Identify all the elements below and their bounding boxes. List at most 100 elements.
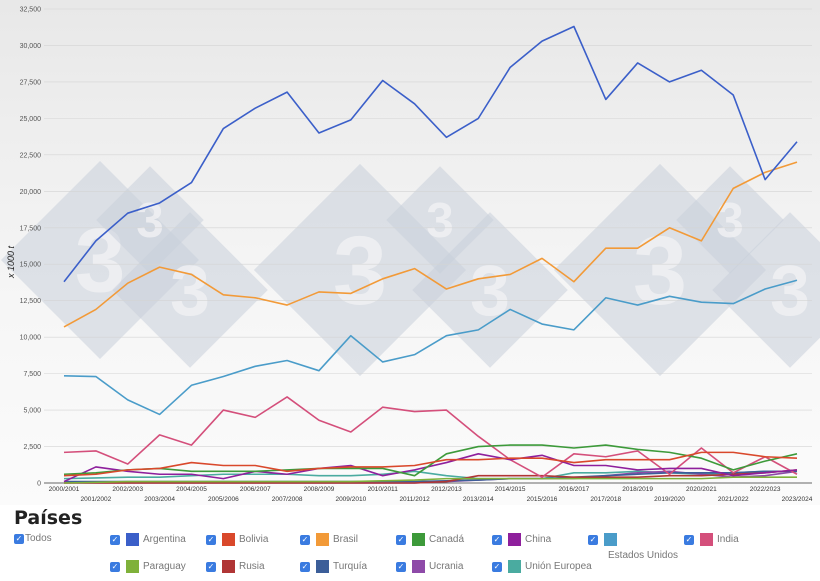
- y-tick-label: 0: [37, 481, 41, 488]
- series-line-rusia: [64, 469, 798, 484]
- y-tick-label: 30,000: [20, 43, 42, 50]
- x-tick-label: 2004/2005: [176, 486, 207, 493]
- series-line-estados-unidos: [63, 279, 798, 416]
- x-tick-label: 2017/2018: [590, 496, 621, 503]
- x-tick-label: 2014/2015: [495, 486, 526, 493]
- y-tick-label: 2,500: [23, 444, 41, 451]
- legend-label: Rusia: [239, 561, 265, 572]
- color-swatch: [222, 533, 235, 546]
- y-axis: 0 2,500 5,000 7,500 10,000 12,500 15,000 17,500…: [20, 7, 42, 488]
- x-tick-label: 2023/2024: [782, 496, 813, 503]
- x-tick-label: 2001/2002: [81, 496, 112, 503]
- x-tick-label: 2012/2013: [431, 486, 462, 493]
- legend-item[interactable]: ✓ Brasil: [300, 533, 358, 546]
- series-line-argentina: [63, 25, 798, 283]
- checkbox-checked-icon[interactable]: ✓: [206, 561, 216, 572]
- x-tick-label: 2007/2008: [272, 496, 303, 503]
- y-tick-label: 5,000: [23, 408, 41, 415]
- gridlines: [44, 8, 812, 484]
- x-tick-label: 2009/2010: [335, 496, 366, 503]
- checkbox-checked-icon[interactable]: ✓: [14, 533, 24, 544]
- legend-label: Brasil: [333, 534, 359, 545]
- y-tick-label: 25,000: [20, 116, 42, 123]
- y-tick-label: 10,000: [20, 335, 42, 342]
- legend-label: Argentina: [143, 534, 186, 545]
- series-line-paraguay: [63, 476, 797, 484]
- y-tick-label: 17,500: [20, 225, 42, 232]
- y-tick-label: 22,500: [20, 152, 42, 159]
- series-line-bolivia: [63, 451, 798, 477]
- legend-item[interactable]: ✓ Unión Europea: [492, 560, 592, 573]
- watermark-logo: 3 33 3 33 3 33: [1, 161, 820, 377]
- x-axis: 2000/20012001/20022002/20032003/20042004…: [49, 486, 813, 503]
- x-tick-label: 2011/2012: [399, 496, 430, 503]
- series-lines: [63, 25, 798, 484]
- color-swatch: [508, 533, 521, 546]
- checkbox-checked-icon[interactable]: ✓: [396, 561, 406, 572]
- legend-item[interactable]: ✓ Argentina: [110, 533, 186, 546]
- watermark-digit: 3: [770, 251, 810, 331]
- x-tick-label: 2015/2016: [527, 496, 558, 503]
- legend-item[interactable]: ✓ India: [684, 533, 739, 546]
- checkbox-checked-icon[interactable]: ✓: [492, 561, 502, 572]
- y-tick-label: 12,500: [20, 298, 42, 305]
- x-tick-label: 2010/2011: [368, 486, 399, 493]
- legend-item[interactable]: ✓ Estados Unidos: [588, 533, 678, 561]
- series-line-brasil: [63, 161, 798, 328]
- legend-item[interactable]: ✓ Ucrania: [396, 560, 463, 573]
- legend-item[interactable]: ✓ Canadá: [396, 533, 464, 546]
- watermark-digit: 3: [426, 193, 453, 248]
- legend-label: Ucrania: [429, 561, 464, 572]
- color-swatch: [316, 560, 329, 573]
- legend-item[interactable]: ✓ Todos: [14, 533, 52, 544]
- legend-title: Países: [14, 507, 83, 529]
- watermark-diamond: [112, 212, 268, 368]
- x-tick-label: 2006/2007: [240, 486, 271, 493]
- y-axis-title: x 1000 t: [6, 245, 16, 279]
- checkbox-checked-icon[interactable]: ✓: [684, 534, 694, 545]
- color-swatch: [412, 560, 425, 573]
- checkbox-checked-icon[interactable]: ✓: [492, 534, 502, 545]
- checkbox-checked-icon[interactable]: ✓: [206, 534, 216, 545]
- legend-item[interactable]: ✓ Paraguay: [110, 560, 186, 573]
- checkbox-checked-icon[interactable]: ✓: [396, 534, 406, 545]
- x-tick-label: 2022/2023: [750, 486, 781, 493]
- color-swatch: [126, 533, 139, 546]
- color-swatch: [700, 533, 713, 546]
- legend-label: China: [525, 534, 552, 545]
- legend-label: Canadá: [429, 534, 465, 545]
- color-swatch: [222, 560, 235, 573]
- watermark-digit: 3: [470, 251, 510, 331]
- color-swatch: [412, 533, 425, 546]
- checkbox-checked-icon[interactable]: ✓: [300, 561, 310, 572]
- color-swatch: [316, 533, 329, 546]
- x-tick-label: 2003/2004: [144, 496, 175, 503]
- x-tick-label: 2008/2009: [304, 486, 335, 493]
- checkbox-checked-icon[interactable]: ✓: [588, 534, 598, 545]
- line-chart: 3 33 3 33 3 33 0 2,500 5,000 7,500 10,000 12,500 15…: [0, 0, 820, 505]
- watermark-digit: 3: [333, 216, 387, 325]
- checkbox-checked-icon[interactable]: ✓: [110, 561, 120, 572]
- x-tick-label: 2021/2022: [718, 496, 749, 503]
- series-line-canadá: [63, 444, 798, 477]
- color-swatch: [604, 533, 617, 546]
- legend-item[interactable]: ✓ China: [492, 533, 551, 546]
- x-tick-label: 2020/2021: [686, 486, 717, 493]
- legend-label: Estados Unidos: [608, 550, 679, 561]
- checkbox-checked-icon[interactable]: ✓: [110, 534, 120, 545]
- legend-item[interactable]: ✓ Rusia: [206, 560, 265, 573]
- legend-label: Unión Europea: [525, 561, 592, 572]
- series-line-china: [63, 453, 798, 483]
- checkbox-checked-icon[interactable]: ✓: [300, 534, 310, 545]
- legend-item[interactable]: ✓ Turquía: [300, 560, 367, 573]
- watermark-digit: 3: [716, 193, 743, 248]
- watermark-diamond: [412, 212, 568, 368]
- legend-item[interactable]: ✓ Bolivia: [206, 533, 268, 546]
- watermark-digit: 3: [170, 251, 210, 331]
- y-tick-label: 15,000: [20, 262, 42, 269]
- watermark-digit: 3: [136, 193, 163, 248]
- legend-label: Turquía: [333, 561, 368, 572]
- legend-label: India: [717, 534, 739, 545]
- x-tick-label: 2019/2020: [654, 496, 685, 503]
- color-swatch: [508, 560, 521, 573]
